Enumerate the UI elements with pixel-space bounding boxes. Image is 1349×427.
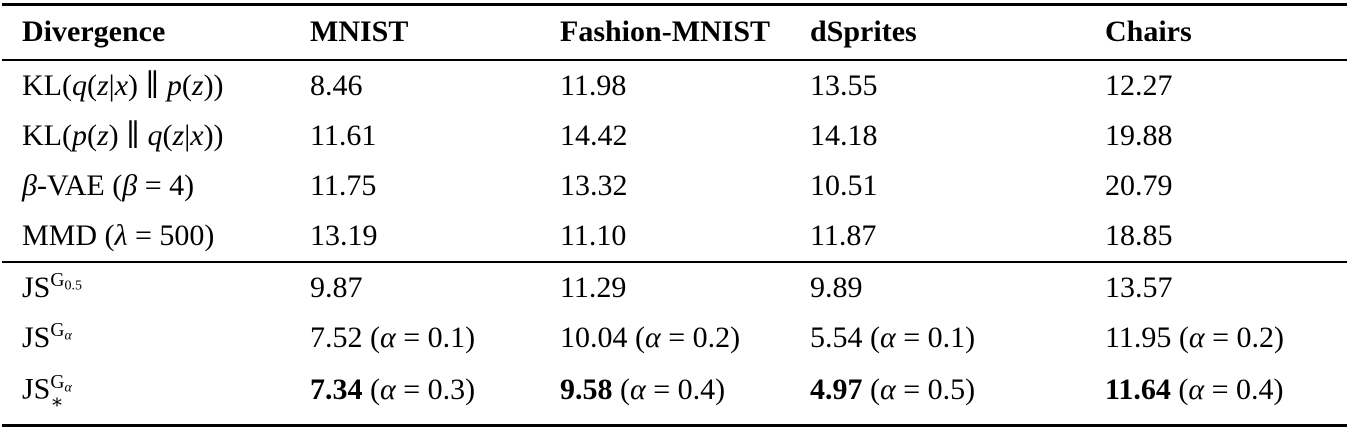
header-row: Divergence MNIST Fashion-MNIST dSprites Chai… [2,4,1347,61]
cell-mmd-chairs: 18.85 [1105,219,1173,252]
column-header-dsprites: dSprites [810,4,1105,61]
cell-beta-vae-dsprites: 10.51 [810,169,878,202]
cell-beta-vae-chairs: 20.79 [1105,169,1173,202]
cell-js-g-alpha-mnist: 7.52 (α = 0.1) [310,321,476,354]
column-header-divergence: Divergence [2,4,310,61]
cell-kl-p-q-fashion-mnist: 14.42 [560,119,628,152]
table-row-kl-p-q: KL(p(z) ∥ q(z|x)) 11.61 14.42 14.18 19.88 [2,111,1347,161]
cell-mmd-fashion-mnist: 11.10 [560,219,627,252]
cell-kl-q-p-mnist: 8.46 [310,69,363,102]
cell-js-g05-chairs: 13.57 [1105,271,1173,304]
table-row-mmd: MMD (λ = 500) 13.19 11.10 11.87 18.85 [2,211,1347,262]
cell-js-g-alpha-star-dsprites: 4.97 (α = 0.5) [810,372,976,406]
row-label-kl-p-q: KL(p(z) ∥ q(z|x)) [22,119,224,152]
results-table: Divergence MNIST Fashion-MNIST dSprites Chai… [2,3,1347,427]
cell-js-g05-mnist: 9.87 [310,271,363,304]
cell-kl-q-p-fashion-mnist: 11.98 [560,69,627,102]
row-group-1: KL(q(z|x) ∥ p(z)) 8.46 11.98 13.55 12.27 KL(p… [2,60,1347,262]
cell-kl-q-p-chairs: 12.27 [1105,69,1173,102]
row-label-mmd: MMD (λ = 500) [22,219,215,252]
cell-js-g-alpha-star-mnist: 7.34 (α = 0.3) [310,372,476,406]
cell-js-g-alpha-star-chairs: 11.64 (α = 0.4) [1105,372,1284,406]
cell-js-g-alpha-fashion-mnist: 10.04 (α = 0.2) [560,321,741,354]
table-row-js-g05: JSG0.5 9.87 11.29 9.89 13.57 [2,262,1347,313]
cell-js-g-alpha-dsprites: 5.54 (α = 0.1) [810,321,976,354]
cell-mmd-mnist: 13.19 [310,219,378,252]
paper-table-figure: Divergence MNIST Fashion-MNIST dSprites Chai… [0,3,1349,427]
column-header-mnist: MNIST [310,4,560,61]
cell-kl-p-q-mnist: 11.61 [310,119,377,152]
cell-beta-vae-mnist: 11.75 [310,169,377,202]
column-header-chairs: Chairs [1105,4,1347,61]
row-label-js-g-alpha-star: JS Gα ∗ [22,372,72,414]
cell-js-g-alpha-star-fashion-mnist: 9.58 (α = 0.4) [560,372,726,406]
cell-kl-q-p-dsprites: 13.55 [810,69,878,102]
cell-js-g05-dsprites: 9.89 [810,271,863,304]
table-row-beta-vae: β-VAE (β = 4) 11.75 13.32 10.51 20.79 [2,161,1347,211]
table-row-js-g-alpha-star: JS Gα ∗ 7.34 (α = 0.3) 9.58 (α = 0.4) 4.97 (α… [2,363,1347,425]
cell-kl-p-q-dsprites: 14.18 [810,119,878,152]
cell-kl-p-q-chairs: 19.88 [1105,119,1173,152]
cell-js-g-alpha-chairs: 11.95 (α = 0.2) [1105,321,1285,354]
table-row-js-g-alpha: JSGα 7.52 (α = 0.1) 10.04 (α = 0.2) 5.54 (α… [2,313,1347,363]
row-group-2: JSG0.5 9.87 11.29 9.89 13.57 JSGα 7.52 (α = 0.… [2,262,1347,425]
column-header-fashion-mnist: Fashion-MNIST [560,4,810,61]
sup-sub-stack: Gα ∗ [50,372,72,414]
cell-js-g05-fashion-mnist: 11.29 [560,271,627,304]
row-label-js-g-alpha: JSGα [22,320,72,354]
row-label-beta-vae: β-VAE (β = 4) [22,169,195,202]
table-row-kl-q-p: KL(q(z|x) ∥ p(z)) 8.46 11.98 13.55 12.27 [2,60,1347,111]
cell-beta-vae-fashion-mnist: 13.32 [560,169,628,202]
row-label-js-g05: JSG0.5 [22,270,82,304]
cell-mmd-dsprites: 11.87 [810,219,877,252]
table-header: Divergence MNIST Fashion-MNIST dSprites Chai… [2,4,1347,61]
row-label-kl-q-p: KL(q(z|x) ∥ p(z)) [22,69,224,102]
